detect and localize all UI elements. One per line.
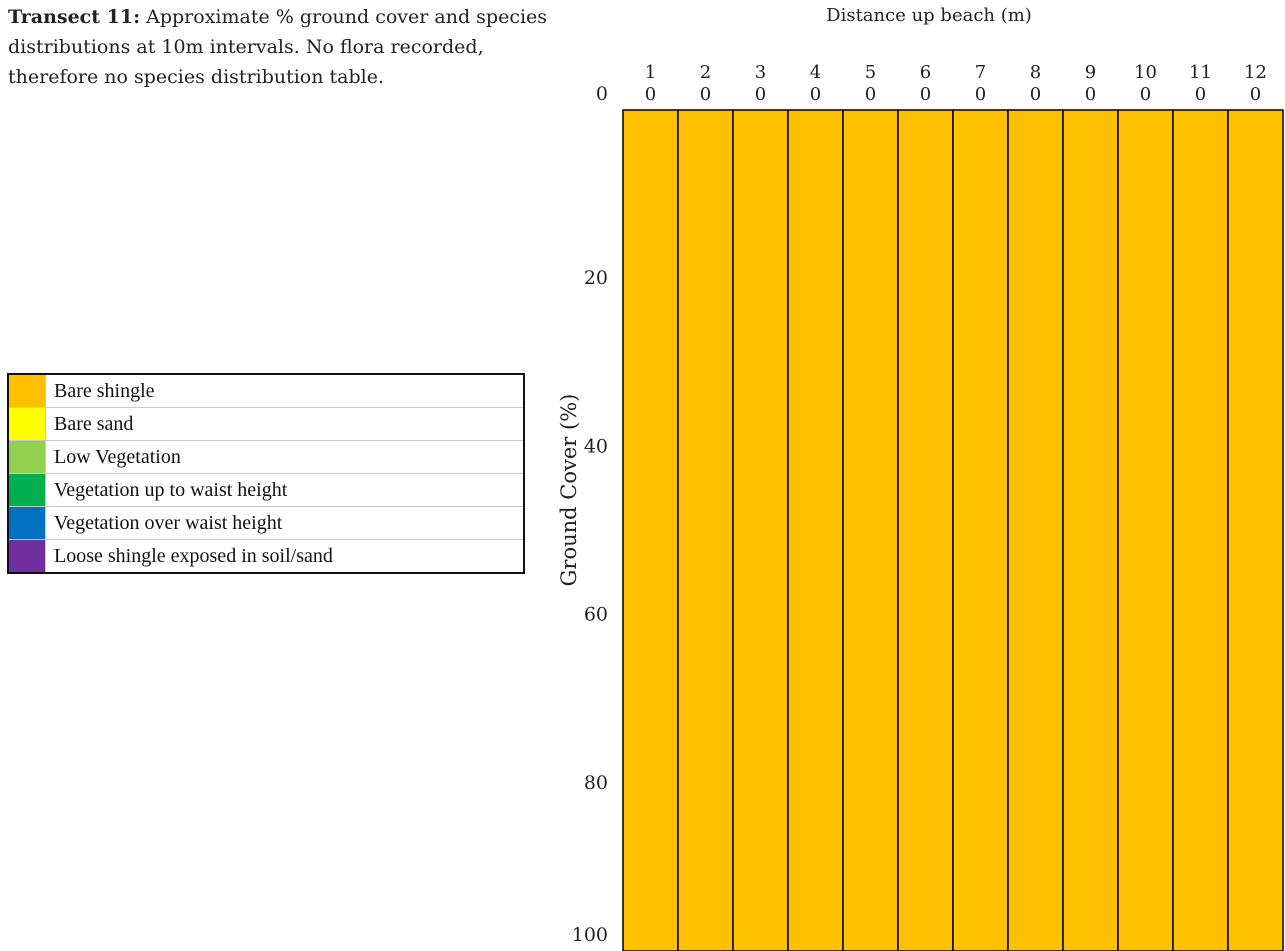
x-axis-title: Distance up beach (m) (826, 5, 1032, 26)
legend-swatch (9, 474, 46, 506)
bar-segment (1117, 109, 1174, 951)
legend-item-bare-sand: Bare sand (9, 407, 523, 440)
legend-item-vegetation-over-waist: Vegetation over waist height (9, 506, 523, 539)
legend-item-vegetation-waist: Vegetation up to waist height (9, 473, 523, 506)
x-tick-sublabel: 0 (975, 84, 986, 105)
x-tick-label: 2 (700, 62, 711, 83)
bar-segment (787, 109, 844, 951)
bar-segment (1062, 109, 1119, 951)
x-tick-sublabel: 0 (1250, 84, 1261, 105)
x-tick-label: 3 (755, 62, 766, 83)
bar-segment (622, 109, 679, 951)
y-tick-label: 40 (584, 435, 608, 457)
y-tick-label: 60 (584, 604, 608, 626)
x-tick-label: 11 (1189, 62, 1212, 83)
legend: Bare shingle Bare sand Low Vegetation Ve… (7, 373, 525, 574)
x-tick-sublabel: 0 (1030, 84, 1041, 105)
x-tick-label: 8 (1030, 62, 1041, 83)
legend-swatch (9, 441, 46, 473)
bar-segment (677, 109, 734, 951)
legend-swatch (9, 375, 46, 407)
x-tick-label: 12 (1244, 62, 1267, 83)
legend-label: Low Vegetation (54, 446, 181, 468)
x-tick-sublabel: 0 (755, 84, 766, 105)
bar-segment (1172, 109, 1229, 951)
bars (622, 109, 1284, 951)
x-tick-sublabel: 0 (1140, 84, 1151, 105)
x-tick-sublabel: 0 (810, 84, 821, 105)
legend-label: Vegetation over waist height (54, 512, 283, 534)
y-tick-labels: 0 20 40 60 80 100 (572, 83, 608, 946)
legend-label: Bare shingle (54, 380, 155, 402)
bar-segment (1007, 109, 1064, 951)
x-tick-label: 10 (1134, 62, 1157, 83)
x-tick-sublabel: 0 (865, 84, 876, 105)
legend-swatch (9, 408, 46, 440)
bar-segment (897, 109, 954, 951)
legend-swatch (9, 540, 46, 572)
x-tick-label: 9 (1085, 62, 1096, 83)
caption-text: Approximate % ground cover and species d… (8, 6, 548, 88)
legend-label: Vegetation up to waist height (54, 479, 288, 501)
x-tick-sublabel: 0 (920, 84, 931, 105)
y-tick-label: 100 (572, 924, 608, 946)
legend-swatch (9, 507, 46, 539)
chart-caption: Transect 11: Approximate % ground cover … (8, 2, 563, 92)
legend-item-bare-shingle: Bare shingle (9, 375, 523, 407)
bar-segment (842, 109, 899, 951)
legend-label: Bare sand (54, 413, 134, 435)
x-tick-label: 6 (920, 62, 931, 83)
x-tick-label: 1 (645, 62, 656, 83)
legend-label: Loose shingle exposed in soil/sand (54, 545, 333, 567)
x-tick-label: 4 (810, 62, 821, 83)
legend-item-low-vegetation: Low Vegetation (9, 440, 523, 473)
x-tick-label: 7 (975, 62, 986, 83)
x-tick-sublabel: 0 (645, 84, 656, 105)
bar-segment (732, 109, 789, 951)
y-tick-label: 80 (584, 772, 608, 794)
caption-title: Transect 11: (8, 6, 141, 28)
x-tick-sublabel: 0 (700, 84, 711, 105)
x-tick-label: 5 (865, 62, 876, 83)
x-tick-sublabel: 0 (1085, 84, 1096, 105)
bar-segment (1227, 109, 1284, 951)
y-axis-title: Ground Cover (%) (557, 394, 581, 587)
y-tick-label: 20 (584, 267, 608, 289)
x-tick-sublabel: 0 (1195, 84, 1206, 105)
y-tick-label: 0 (596, 83, 608, 105)
legend-item-loose-shingle: Loose shingle exposed in soil/sand (9, 539, 523, 572)
bar-segment (952, 109, 1009, 951)
